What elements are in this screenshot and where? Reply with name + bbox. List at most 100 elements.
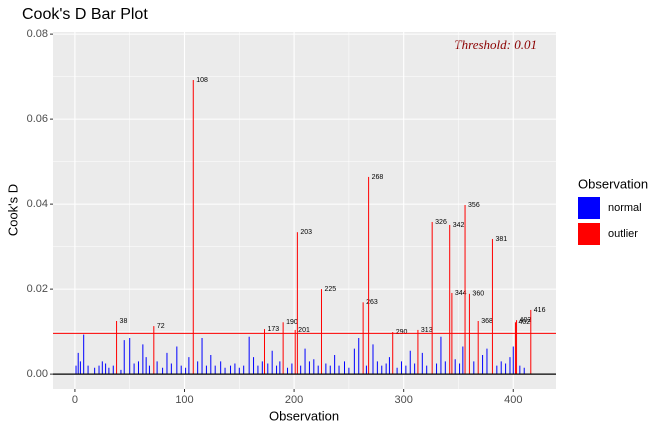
bar [279,361,281,375]
bar [468,293,470,375]
bar [431,221,433,375]
panel [53,32,556,389]
bar [197,361,199,375]
bar [500,361,502,375]
bar [133,363,135,375]
bar [473,361,475,375]
y-tick-label: 0.00 [27,368,48,380]
bar [317,365,319,375]
data-label: 263 [366,299,378,306]
bar [396,367,398,375]
bar [509,357,511,375]
y-tick-label: 0.08 [27,28,48,40]
bar [385,363,387,375]
data-label: 201 [298,327,310,334]
bar [334,355,336,375]
bar [162,367,164,375]
bar [294,329,296,375]
bar [205,365,207,375]
legend-title: Observation [578,176,648,191]
bar [243,365,245,375]
bar [454,359,456,375]
bar [300,365,302,375]
bar [282,322,284,375]
bar [176,346,178,375]
bar [153,326,155,375]
data-label: 416 [534,307,546,314]
data-label: 313 [421,327,433,334]
bar [188,357,190,375]
data-label: 290 [396,329,408,336]
bar [405,365,407,375]
bar [440,336,442,375]
bar [325,363,327,375]
bar [296,232,298,375]
data-label: 368 [481,318,493,325]
y-axis-label: Cook's D [5,184,20,236]
y-tick-label: 0.02 [27,283,48,295]
bar [313,359,315,375]
data-label: 225 [324,286,336,293]
bar [230,365,232,375]
bar [496,365,498,375]
bar [444,361,446,375]
bar [116,321,118,375]
bar [287,367,289,375]
data-label: 190 [286,319,298,326]
bar [180,365,182,375]
bar [234,363,236,375]
bar [308,361,310,375]
x-tick-label: 200 [285,394,303,406]
bar [123,340,125,375]
threshold-annotation: Threshold: 0.01 [454,37,537,52]
bar [98,365,100,375]
bar [214,365,216,375]
bar [83,334,85,375]
chart-title: Cook's D Bar Plot [22,6,148,23]
x-tick-label: 300 [394,394,412,406]
bar [94,367,96,375]
bar [477,321,479,375]
bar [201,338,203,375]
bar [192,80,194,375]
bar [449,224,451,375]
bar [392,332,394,375]
bar [365,365,367,375]
bar [185,367,187,375]
bar [108,367,110,375]
data-label: 203 [300,229,312,236]
bar [459,363,461,375]
legend-label: normal [608,202,642,214]
data-label: 268 [372,174,384,181]
bar [486,348,488,375]
bar [145,357,147,375]
bar [343,361,345,375]
data-label: 72 [157,323,165,330]
bar [238,367,240,375]
bar [409,350,411,375]
bar [264,329,266,375]
bar [436,363,438,375]
x-tick-label: 0 [72,394,78,406]
bar [348,367,350,375]
bar [75,365,77,375]
bar [87,365,89,375]
bar [519,365,521,375]
bar [166,352,168,375]
bar [101,361,103,375]
y-tick-label: 0.06 [27,113,48,125]
bar [142,344,144,375]
bar [220,361,222,375]
bar [148,365,150,375]
bar [400,361,402,375]
bar [156,361,158,375]
bar [417,329,419,375]
bar [137,361,139,375]
bar [482,355,484,375]
bar [464,204,466,375]
data-label: 108 [196,77,208,84]
bar [512,346,514,375]
data-label: 360 [472,291,484,298]
bar [388,357,390,375]
